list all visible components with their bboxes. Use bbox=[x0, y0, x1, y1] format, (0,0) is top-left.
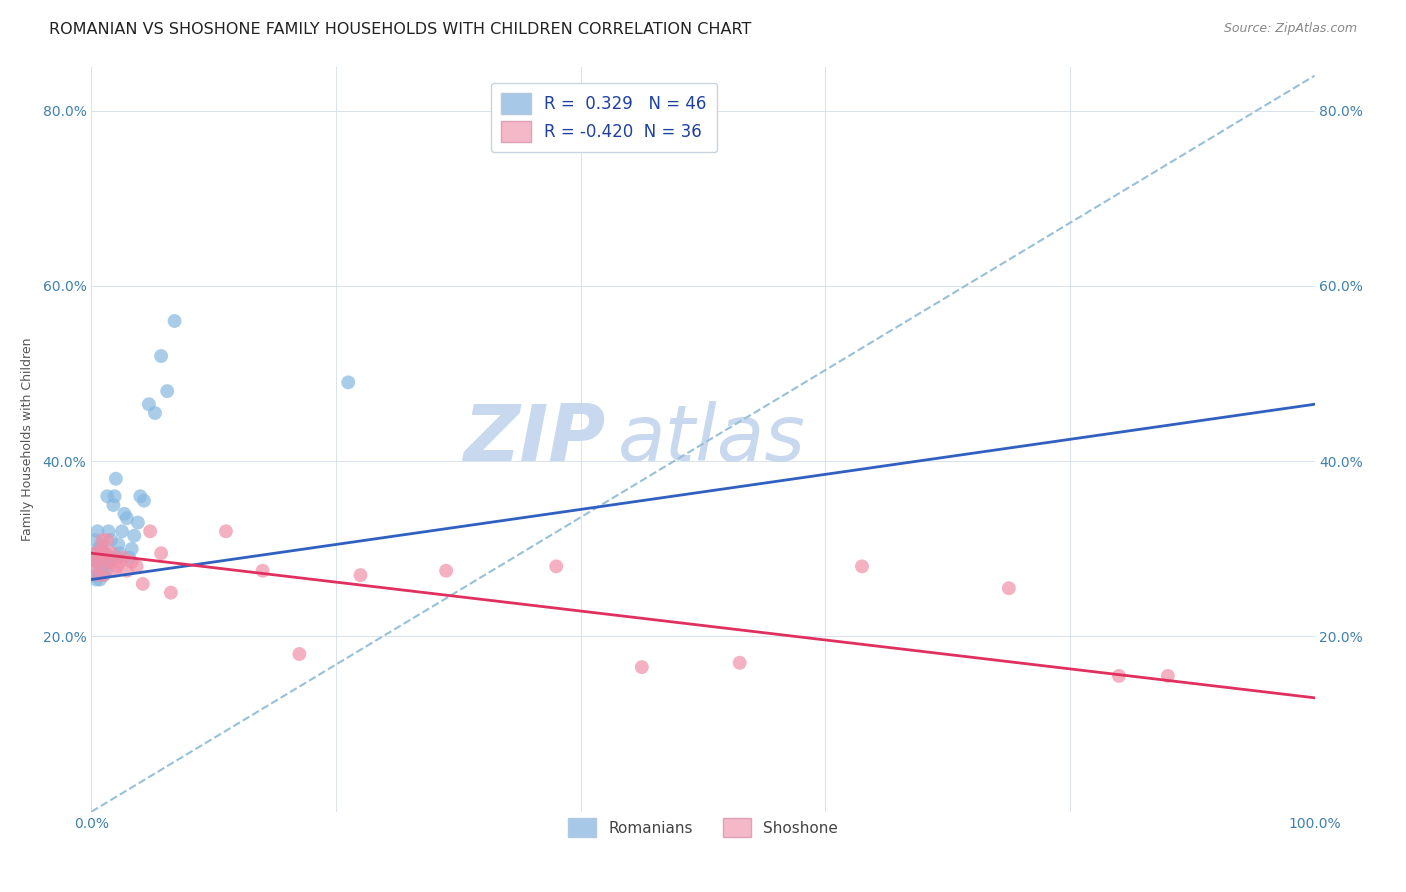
Point bbox=[100, 533, 122, 547]
Point bbox=[288, 647, 311, 661]
Y-axis label: Family Households with Children: Family Households with Children bbox=[21, 337, 34, 541]
Point bbox=[87, 568, 110, 582]
Point bbox=[89, 546, 111, 560]
Point bbox=[97, 524, 120, 539]
Point bbox=[115, 564, 138, 578]
Point bbox=[851, 559, 873, 574]
Point bbox=[121, 555, 143, 569]
Point bbox=[86, 555, 108, 569]
Text: ROMANIAN VS SHOSHONE FAMILY HOUSEHOLDS WITH CHILDREN CORRELATION CHART: ROMANIAN VS SHOSHONE FAMILY HOUSEHOLDS W… bbox=[49, 22, 752, 37]
Point bbox=[94, 555, 117, 569]
Point bbox=[163, 314, 186, 328]
Point bbox=[94, 564, 117, 578]
Point bbox=[160, 585, 183, 599]
Point bbox=[112, 507, 135, 521]
Point bbox=[215, 524, 238, 539]
Point bbox=[89, 546, 111, 560]
Point bbox=[101, 550, 124, 565]
Point bbox=[96, 533, 118, 547]
Point bbox=[127, 516, 149, 530]
Point bbox=[112, 550, 135, 565]
Point bbox=[91, 550, 114, 565]
Point bbox=[150, 349, 173, 363]
Point bbox=[107, 537, 129, 551]
Point bbox=[84, 546, 107, 560]
Text: Source: ZipAtlas.com: Source: ZipAtlas.com bbox=[1223, 22, 1357, 36]
Point bbox=[98, 555, 121, 569]
Text: ZIP: ZIP bbox=[463, 401, 605, 477]
Point bbox=[139, 524, 162, 539]
Point bbox=[84, 559, 107, 574]
Point bbox=[108, 546, 131, 560]
Point bbox=[84, 533, 107, 547]
Point bbox=[631, 660, 654, 674]
Point bbox=[132, 493, 155, 508]
Point bbox=[150, 546, 173, 560]
Point bbox=[98, 555, 121, 569]
Point bbox=[86, 524, 108, 539]
Point bbox=[129, 489, 152, 503]
Legend: Romanians, Shoshone: Romanians, Shoshone bbox=[561, 810, 845, 845]
Point bbox=[728, 656, 751, 670]
Text: atlas: atlas bbox=[617, 401, 806, 477]
Point bbox=[111, 524, 134, 539]
Point bbox=[96, 489, 118, 503]
Point bbox=[104, 564, 127, 578]
Point bbox=[94, 555, 117, 569]
Point bbox=[83, 568, 105, 582]
Point bbox=[349, 568, 371, 582]
Point bbox=[121, 541, 143, 556]
Point bbox=[108, 555, 131, 569]
Point bbox=[86, 555, 108, 569]
Point bbox=[1157, 669, 1180, 683]
Point bbox=[93, 568, 115, 582]
Point bbox=[434, 564, 457, 578]
Point bbox=[90, 541, 112, 556]
Point bbox=[90, 537, 112, 551]
Point bbox=[118, 550, 141, 565]
Point bbox=[103, 498, 125, 512]
Point bbox=[87, 541, 110, 556]
Point bbox=[546, 559, 568, 574]
Point bbox=[1108, 669, 1130, 683]
Point bbox=[337, 376, 360, 390]
Point bbox=[104, 489, 127, 503]
Point bbox=[122, 529, 145, 543]
Point bbox=[252, 564, 274, 578]
Point bbox=[156, 384, 179, 398]
Point bbox=[115, 511, 138, 525]
Point bbox=[94, 546, 117, 560]
Point bbox=[91, 533, 114, 547]
Point bbox=[93, 546, 115, 560]
Point bbox=[104, 472, 127, 486]
Point bbox=[84, 546, 107, 560]
Point bbox=[132, 577, 155, 591]
Point bbox=[87, 568, 110, 582]
Point bbox=[143, 406, 166, 420]
Point bbox=[84, 555, 107, 569]
Point bbox=[105, 550, 128, 565]
Point bbox=[138, 397, 160, 411]
Point bbox=[86, 568, 108, 582]
Point bbox=[93, 568, 115, 582]
Point bbox=[105, 559, 128, 574]
Point bbox=[125, 559, 148, 574]
Point bbox=[91, 564, 114, 578]
Point bbox=[84, 573, 107, 587]
Point bbox=[998, 582, 1021, 596]
Point bbox=[89, 573, 111, 587]
Point bbox=[101, 546, 124, 560]
Point bbox=[90, 555, 112, 569]
